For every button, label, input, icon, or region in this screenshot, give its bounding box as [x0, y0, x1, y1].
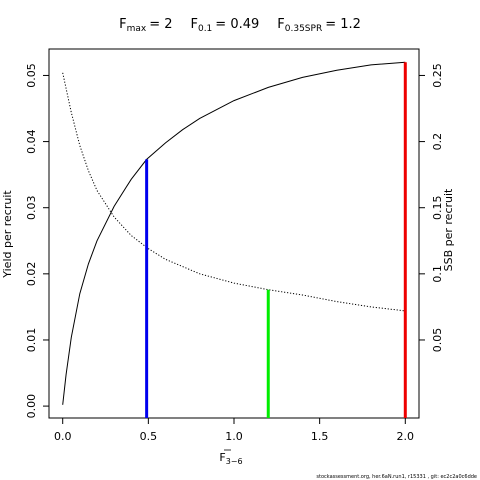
y-right-tick-label: 0.05 [431, 328, 444, 353]
y-right-tick-label: 0.1 [431, 265, 444, 283]
title-fspr-value: = 1.2 [325, 17, 361, 32]
x-axis-title-main: F [219, 451, 225, 464]
x-tick-label: 0.5 [140, 430, 158, 443]
y-right-tick-label: 0.2 [431, 133, 444, 151]
footer-credit: stockassessment.org, her.6aN.run1, r1533… [316, 474, 477, 480]
title-f01-value: = 0.49 [215, 17, 259, 32]
y-left-tick-label: 0.02 [25, 262, 38, 287]
title-fmax-value: = 2 [149, 17, 172, 32]
x-tick-label: 2.0 [397, 430, 415, 443]
title-fmax-sub: max [127, 24, 147, 34]
x-axis-title: F3−6 [219, 451, 242, 466]
y-axis-left-title: Yield per recruit [1, 190, 14, 279]
y-left-tick-label: 0.04 [25, 129, 38, 154]
title-fmax-label: F [119, 17, 126, 32]
y-axis-right-title: SSB per recruit [442, 188, 455, 271]
y-right-tick-label: 0.25 [431, 63, 444, 88]
y-left-tick-label: 0.03 [25, 195, 38, 220]
x-axis-title-sub: 3−6 [226, 457, 243, 466]
chart-title: Fmax = 2 F0.1 = 0.49 F0.35SPR = 1.2 [119, 17, 361, 34]
title-f01-label: F [190, 17, 197, 32]
y-left-tick-label: 0.00 [25, 394, 38, 419]
plot-frame [48, 48, 420, 419]
y-right-tick-label: 0.15 [431, 195, 444, 220]
x-tick-label: 1.0 [225, 430, 243, 443]
x-tick-label: 0.0 [54, 430, 72, 443]
x-tick-label: 1.5 [311, 430, 329, 443]
y-left-tick-label: 0.01 [25, 328, 38, 353]
chart-marks: 0.0 0.5 1.0 1.5 2.0 0.00 0.01 0.02 0.03 0.04 0.05 0… [25, 61, 444, 443]
title-f01-sub: 0.1 [198, 24, 212, 34]
title-fspr-sub: 0.35SPR [285, 24, 322, 34]
y-left-tick-label: 0.05 [25, 63, 38, 88]
title-fspr-label: F [277, 17, 284, 32]
yield-per-recruit-curve [62, 61, 406, 405]
ssb-per-recruit-curve [62, 72, 406, 312]
